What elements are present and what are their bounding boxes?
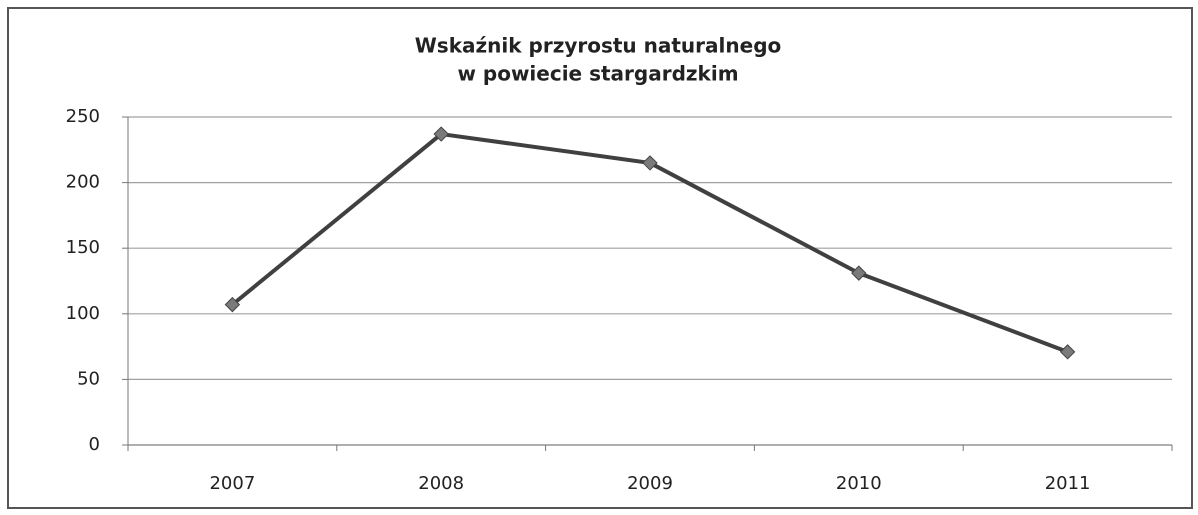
- data-point: [433, 126, 449, 142]
- y-tick-label: 250: [66, 106, 100, 127]
- data-point: [224, 296, 241, 313]
- y-tick-label: 0: [89, 434, 100, 455]
- x-tick-label: 2011: [1045, 473, 1091, 494]
- chart-frame: [7, 7, 1193, 509]
- chart-title: Wskaźnik przyrostu naturalnego: [415, 34, 782, 58]
- data-point: [851, 265, 867, 281]
- x-tick-label: 2008: [418, 473, 464, 494]
- x-tick-label: 2009: [627, 473, 673, 494]
- chart-title: w powiecie stargardzkim: [457, 62, 738, 86]
- y-tick-label: 100: [66, 303, 100, 324]
- x-tick-label: 2010: [836, 473, 882, 494]
- y-tick-label: 200: [66, 172, 100, 193]
- x-tick-label: 2007: [209, 473, 255, 494]
- y-tick-label: 150: [66, 237, 100, 258]
- y-tick-label: 50: [77, 368, 100, 389]
- data-point: [642, 155, 658, 171]
- data-point: [1059, 344, 1076, 360]
